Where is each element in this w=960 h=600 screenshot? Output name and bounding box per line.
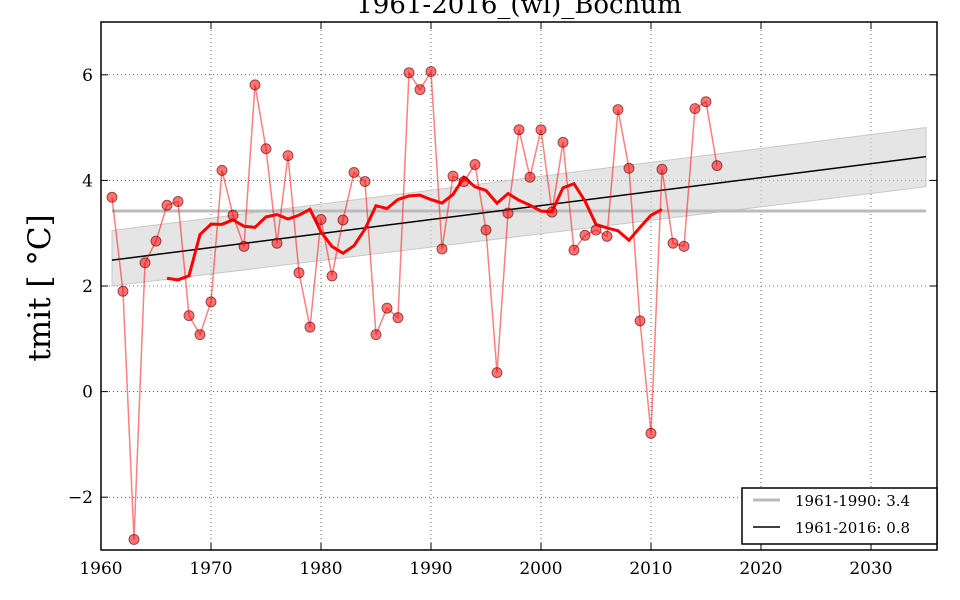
data-point bbox=[150, 235, 162, 247]
axis-ticks: 1960 1970 1980 1990 2000 2010 2020 2030 −2 0 2 4 6 bbox=[68, 22, 937, 579]
data-point bbox=[392, 312, 404, 324]
data-point bbox=[139, 257, 151, 269]
data-point bbox=[513, 124, 525, 136]
data-point bbox=[304, 321, 316, 333]
data-point bbox=[117, 285, 129, 297]
data-point bbox=[480, 224, 492, 236]
trend-line bbox=[111, 155, 927, 261]
data-point bbox=[161, 199, 173, 211]
data-point bbox=[271, 237, 283, 249]
data-point bbox=[502, 207, 514, 219]
data-point bbox=[348, 166, 360, 178]
legend-frame bbox=[741, 487, 938, 545]
data-point bbox=[546, 206, 558, 218]
data-point bbox=[216, 164, 228, 176]
data-point bbox=[700, 96, 712, 108]
annual-line bbox=[111, 69, 718, 540]
data-point bbox=[293, 267, 305, 279]
legend-label-reference: 1961-1990: 3.4 bbox=[795, 492, 910, 510]
data-point bbox=[656, 163, 668, 175]
data-point bbox=[183, 310, 195, 322]
data-point bbox=[414, 84, 426, 96]
data-point bbox=[260, 143, 272, 155]
data-point bbox=[645, 427, 657, 439]
x-tick-label: 1990 bbox=[409, 559, 452, 579]
data-point bbox=[425, 66, 437, 78]
data-point bbox=[535, 124, 547, 136]
data-point bbox=[469, 159, 481, 171]
data-point bbox=[678, 240, 690, 252]
data-points bbox=[106, 66, 723, 545]
data-point bbox=[249, 79, 261, 91]
data-point bbox=[315, 213, 327, 225]
data-point bbox=[194, 329, 206, 341]
y-tick-label: 4 bbox=[82, 171, 93, 191]
x-tick-label: 2000 bbox=[519, 559, 562, 579]
data-point bbox=[403, 67, 415, 79]
data-point bbox=[128, 533, 140, 545]
data-point bbox=[601, 230, 613, 242]
data-point bbox=[227, 209, 239, 221]
linear-trend bbox=[111, 155, 927, 261]
data-point bbox=[579, 229, 591, 241]
data-point bbox=[590, 224, 602, 236]
confidence-band bbox=[111, 127, 927, 287]
data-point bbox=[436, 243, 448, 255]
plot-frame bbox=[100, 21, 938, 551]
data-point bbox=[458, 175, 470, 187]
legend: 1961-1990: 3.4 1961-2016: 0.8 bbox=[741, 487, 938, 545]
data-point bbox=[557, 136, 569, 148]
running-mean bbox=[166, 175, 663, 282]
data-point bbox=[634, 315, 646, 327]
data-point bbox=[370, 329, 382, 341]
grid bbox=[100, 22, 937, 550]
data-point bbox=[491, 367, 503, 379]
data-point bbox=[238, 240, 250, 252]
x-tick-label: 1960 bbox=[79, 559, 122, 579]
data-point bbox=[711, 160, 723, 172]
data-point bbox=[524, 171, 536, 183]
x-tick-label: 1980 bbox=[299, 559, 342, 579]
data-point bbox=[623, 162, 635, 174]
trend-confidence-band bbox=[111, 127, 927, 287]
data-point bbox=[447, 170, 459, 182]
data-point bbox=[689, 103, 701, 115]
x-tick-label: 2030 bbox=[849, 559, 892, 579]
data-point bbox=[381, 302, 393, 314]
data-point bbox=[568, 244, 580, 256]
running-mean-line bbox=[166, 175, 663, 282]
y-tick-label: 6 bbox=[82, 66, 93, 86]
data-point bbox=[667, 237, 679, 249]
x-tick-label: 1970 bbox=[189, 559, 232, 579]
y-tick-label: 0 bbox=[82, 383, 93, 403]
data-point bbox=[359, 175, 371, 187]
annual-series bbox=[111, 69, 718, 540]
data-point bbox=[326, 270, 338, 282]
y-tick-label: 2 bbox=[82, 277, 93, 297]
data-point bbox=[205, 296, 217, 308]
x-tick-label: 2010 bbox=[629, 559, 672, 579]
y-tick-label: −2 bbox=[68, 488, 93, 508]
x-tick-label: 2020 bbox=[739, 559, 782, 579]
data-point bbox=[337, 214, 349, 226]
data-point bbox=[172, 196, 184, 208]
data-point bbox=[282, 150, 294, 162]
data-point bbox=[612, 104, 624, 116]
chart-title: 1961-2016_(wl)_Bochum bbox=[356, 0, 681, 20]
legend-label-trend: 1961-2016: 0.8 bbox=[795, 519, 910, 537]
data-point bbox=[106, 191, 118, 203]
y-axis-label: tmit [ °C] bbox=[22, 214, 58, 361]
